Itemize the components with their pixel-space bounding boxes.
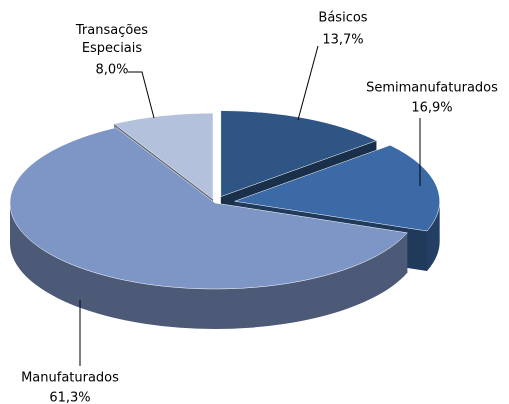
- slice: [234, 144, 440, 232]
- pie: [9, 110, 440, 330]
- slice-wall: [10, 203, 408, 330]
- leader-line: [128, 71, 155, 119]
- slice-label: Básicos: [318, 11, 367, 26]
- slice-label: Semimanufaturados: [366, 81, 498, 96]
- slice: [113, 112, 214, 200]
- slice-label: Transações Especiais: [75, 23, 148, 56]
- slice-value-label: 61,3%: [49, 391, 90, 404]
- leader-line: [297, 45, 319, 121]
- slice-label: Manufaturados: [21, 371, 119, 386]
- slice-value-label: 13,7%: [322, 33, 363, 48]
- slice: [220, 110, 378, 197]
- slice-value-label: 16,9%: [411, 101, 452, 116]
- slice-value-label: 8,0%: [95, 63, 128, 78]
- slice: [9, 127, 408, 290]
- slice-wall: [426, 201, 440, 272]
